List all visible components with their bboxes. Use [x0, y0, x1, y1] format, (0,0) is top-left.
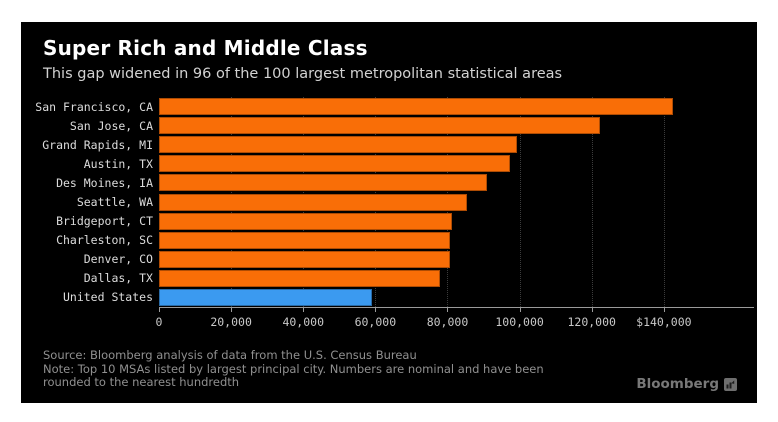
note-line-2: rounded to the nearest hundredth: [43, 375, 240, 390]
category-label: Denver, CO: [83, 252, 153, 267]
bar-track: [159, 231, 754, 250]
category-label: Grand Rapids, MI: [42, 137, 153, 152]
category-label: Austin, TX: [83, 156, 153, 171]
bar-row: Dallas, TX: [21, 269, 754, 288]
bar-row: Des Moines, IA: [21, 173, 754, 192]
bar: [159, 155, 511, 173]
chart-subtitle: This gap widened in 96 of the 100 larges…: [43, 66, 563, 82]
axis-tick: [447, 308, 449, 312]
bar-row: Seattle, WA: [21, 192, 754, 211]
bar-track: [159, 135, 754, 154]
axis-tick: [159, 308, 160, 312]
axis-tick-label: 100,000: [495, 315, 544, 329]
axis-tick: [663, 308, 665, 312]
source-line: Source: Bloomberg analysis of data from …: [43, 348, 417, 362]
bar-track: [159, 212, 754, 231]
highlight-bar: [159, 288, 372, 306]
axis-tick: [231, 308, 233, 312]
bar: [159, 250, 450, 268]
axis-tick-label: 120,000: [567, 315, 616, 329]
category-label: Charleston, SC: [56, 233, 153, 248]
axis-tick-label: 80,000: [426, 315, 469, 329]
axis-tick-label: 40,000: [282, 315, 325, 329]
category-label: Seattle, WA: [76, 195, 153, 210]
category-label: Dallas, TX: [83, 271, 153, 286]
bar-track: [159, 192, 754, 211]
bar: [159, 193, 467, 211]
gridline: [591, 97, 593, 307]
category-label: San Jose, CA: [69, 118, 153, 133]
axis-tick-label: 20,000: [210, 315, 252, 329]
axis-tick: [519, 308, 521, 312]
chart-title: Super Rich and Middle Class: [43, 36, 368, 60]
note-line-1: Note: Top 10 MSAs listed by largest prin…: [43, 361, 544, 376]
bloomberg-logo: Bloomberg: [636, 376, 737, 392]
bar: [159, 117, 601, 135]
bar-row: San Jose, CA: [21, 116, 754, 135]
bar-row: Charleston, SC: [21, 231, 754, 250]
bar: [159, 136, 518, 154]
footer-notes: Source: Bloomberg analysis of data from …: [43, 348, 544, 390]
category-label: United States: [62, 290, 153, 305]
bar-track: [159, 250, 754, 269]
bar: [159, 174, 488, 192]
bar-rows: San Francisco, CA San Jose, CA Grand Rapid…: [21, 97, 754, 307]
bar: [159, 212, 453, 230]
bar-row: Grand Rapids, MI: [21, 135, 754, 154]
category-label: Bridgeport, CT: [56, 214, 153, 229]
bloomberg-logo-text: Bloomberg: [636, 376, 719, 392]
bar-row: Austin, TX: [21, 154, 754, 173]
axis-tick: [591, 308, 593, 312]
bar-row: Bridgeport, CT: [21, 212, 754, 231]
category-label: Des Moines, IA: [56, 175, 153, 190]
bar-track: [159, 288, 754, 307]
chart-panel: Super Rich and Middle Class This gap wid…: [21, 22, 757, 403]
x-axis: 0 20,000 40,000 60,000 80,000 100,000 120,000 $…: [156, 307, 754, 329]
bar-row: Denver, CO: [21, 250, 754, 269]
axis-tick-label: $140,000: [636, 315, 692, 329]
axis-tick: [375, 308, 377, 312]
bloomberg-logo-icon: [724, 377, 737, 391]
bar-track: [159, 97, 754, 116]
category-label: San Francisco, CA: [35, 99, 153, 114]
axis-tick-label: 60,000: [354, 315, 397, 329]
gridline: [519, 97, 521, 307]
gridline: [663, 97, 665, 307]
axis-tick-label: 0: [155, 315, 163, 329]
bar-row: United States: [21, 288, 754, 307]
bar: [159, 269, 441, 287]
bar-track: [159, 269, 754, 288]
bar: [159, 231, 451, 249]
bar-track: [159, 173, 754, 192]
bar-track: [159, 116, 754, 135]
bar-row: San Francisco, CA: [21, 97, 754, 116]
axis-tick: [303, 308, 305, 312]
bar-track: [159, 154, 754, 173]
bar: [159, 98, 673, 116]
